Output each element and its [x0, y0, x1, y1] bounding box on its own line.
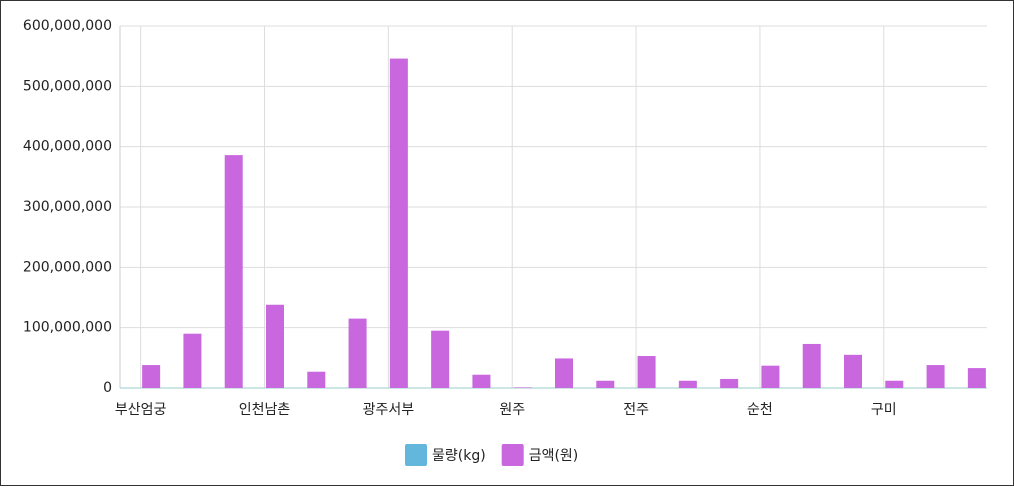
bar [926, 365, 945, 388]
bar [389, 58, 408, 389]
bar [472, 374, 491, 388]
y-tick-label: 300,000,000 [23, 199, 112, 215]
x-tick-label: 광주서부 [363, 402, 415, 418]
bar [513, 387, 532, 388]
bar [678, 380, 697, 388]
bar [555, 358, 573, 388]
bar [761, 365, 780, 388]
bar [224, 155, 243, 388]
y-tick-label: 600,000,000 [23, 18, 112, 34]
bar [802, 343, 821, 388]
bar [266, 304, 284, 388]
bar [348, 318, 367, 388]
legend-swatch [501, 444, 524, 466]
legend-swatch [405, 444, 427, 466]
bar [183, 333, 202, 388]
bar [596, 380, 615, 388]
bar [431, 330, 450, 388]
bar [967, 368, 986, 388]
bar [885, 380, 904, 388]
bar [307, 371, 326, 388]
y-tick-label: 400,000,000 [23, 139, 112, 155]
y-tick-label: 500,000,000 [23, 78, 112, 94]
bar [844, 354, 862, 388]
x-tick-label: 원주 [499, 402, 525, 418]
legend-label: 금액(원) [529, 448, 579, 464]
bar [142, 365, 161, 388]
legend-label: 물량(kg) [432, 448, 486, 464]
y-tick-label: 100,000,000 [23, 320, 112, 336]
y-tick-label: 0 [103, 380, 112, 396]
x-tick-label: 전주 [623, 402, 649, 418]
x-tick-label: 부산엄궁 [115, 402, 167, 418]
y-tick-label: 200,000,000 [23, 259, 112, 275]
x-tick-label: 구미 [871, 402, 897, 418]
bar [637, 356, 656, 388]
x-tick-label: 인천남촌 [239, 402, 291, 418]
x-tick-label: 순천 [747, 402, 773, 418]
bar [720, 378, 739, 388]
